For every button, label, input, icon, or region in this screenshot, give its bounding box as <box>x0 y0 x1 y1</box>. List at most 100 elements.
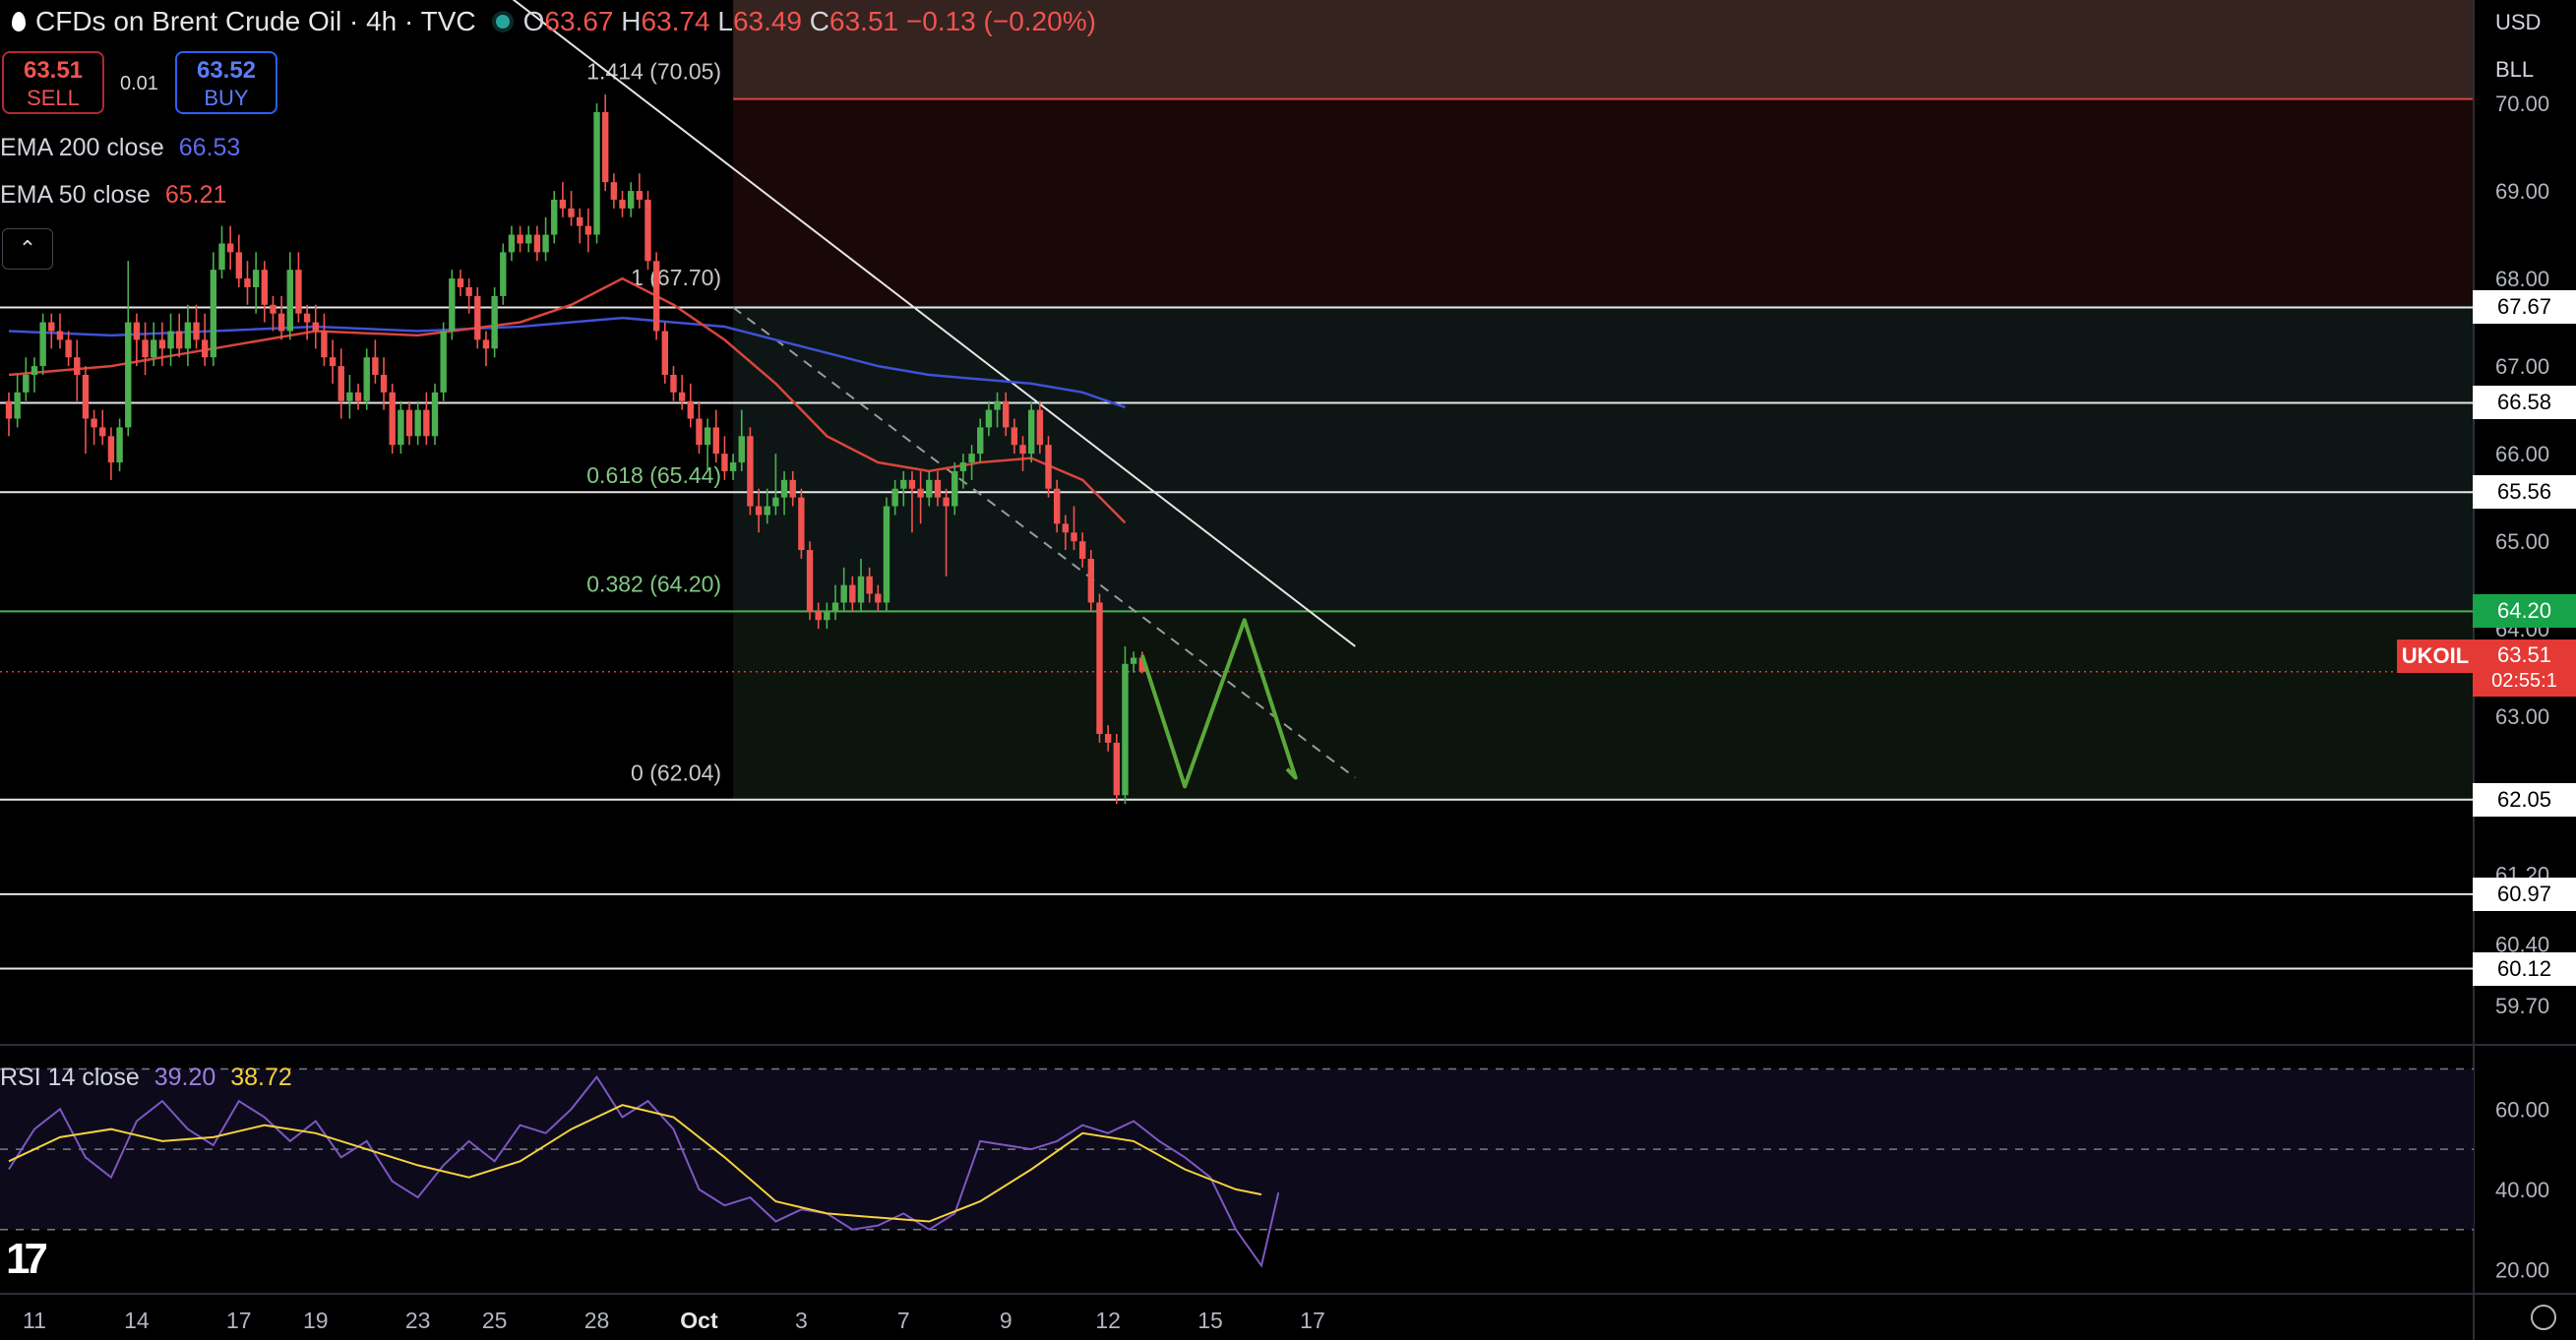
candle-body <box>857 576 865 603</box>
candle-body <box>1003 400 1010 428</box>
rsi-tick-label: 20.00 <box>2495 1258 2549 1283</box>
candle-body <box>74 357 81 376</box>
time-tick-label: 19 <box>303 1308 329 1333</box>
candle-body <box>389 392 396 446</box>
settings-gear-icon[interactable] <box>2531 1305 2556 1330</box>
candle-body <box>1104 733 1112 743</box>
ema200-legend[interactable]: EMA 200 close 66.53 <box>0 134 240 162</box>
candle-body <box>48 322 55 332</box>
candle-body <box>116 427 123 463</box>
candle-body <box>849 584 856 603</box>
buy-price: 63.52 <box>196 57 257 84</box>
candle-body <box>780 479 788 498</box>
fib-zone-top <box>733 0 2474 99</box>
candle-body <box>405 409 413 437</box>
candle-body <box>875 593 882 603</box>
candle-body <box>968 454 975 463</box>
oil-drop-icon <box>12 12 26 31</box>
candle-body <box>747 436 754 507</box>
fib-label: 0.618 (65.44) <box>586 462 721 488</box>
candle-body <box>329 357 337 367</box>
fib-zone-1414 <box>733 98 2474 305</box>
rsi-tick-label: 40.00 <box>2495 1178 2549 1202</box>
last-price-tag: 63.51 02:55:1 <box>2473 640 2576 697</box>
symbol-title[interactable]: CFDs on Brent Crude Oil · 4h · TVC <box>35 6 476 36</box>
tradingview-logo[interactable]: 17 <box>6 1235 48 1283</box>
candle-body <box>661 331 669 376</box>
candle-body <box>1011 427 1018 446</box>
candle-body <box>431 392 439 437</box>
candle-body <box>636 191 644 200</box>
candle-body <box>235 252 243 279</box>
candle-body <box>815 611 822 621</box>
market-open-icon <box>495 15 510 29</box>
candle-body <box>584 225 592 235</box>
candle-body <box>474 295 481 340</box>
candle-body <box>423 409 430 437</box>
candle-body <box>542 234 549 253</box>
candle-body <box>261 270 268 305</box>
candle-body <box>806 550 814 612</box>
ema50-legend[interactable]: EMA 50 close 65.21 <box>0 181 226 210</box>
candle-body <box>23 375 30 393</box>
candle-body <box>176 331 183 349</box>
unit-label[interactable]: BLL <box>2495 57 2535 82</box>
candle-body <box>398 409 404 446</box>
candle-body <box>321 331 328 358</box>
fib-label: 1.414 (70.05) <box>586 59 721 85</box>
fib-label: 0 (62.04) <box>631 761 721 786</box>
sell-price: 63.51 <box>23 57 84 84</box>
time-tick-label: 7 <box>897 1308 910 1333</box>
candle-body <box>465 286 472 296</box>
candle-body <box>372 357 379 376</box>
candle-body <box>167 331 174 349</box>
candle-body <box>1113 742 1120 796</box>
candle-body <box>517 234 523 244</box>
candle-body <box>883 506 890 603</box>
downtrend-line <box>512 0 1356 647</box>
candle-body <box>798 497 805 551</box>
fib-label: 0.382 (64.20) <box>586 571 721 596</box>
buy-button[interactable]: 63.52 BUY <box>175 51 277 114</box>
candle-body <box>1045 445 1052 489</box>
sell-label: SELL <box>27 86 80 110</box>
candle-body <box>1138 657 1145 672</box>
candle-body <box>619 199 626 209</box>
candle-body <box>627 191 635 209</box>
currency-label[interactable]: USD <box>2495 10 2542 34</box>
price-tick-label: 65.00 <box>2495 529 2549 554</box>
candle-body <box>346 392 353 401</box>
candle-body <box>56 331 64 340</box>
rsi-ma-value: 38.72 <box>230 1064 292 1091</box>
candle-body <box>568 208 575 217</box>
time-tick-label: 28 <box>584 1308 610 1333</box>
price-tick-label: 69.00 <box>2495 179 2549 204</box>
candle-body <box>994 400 1001 410</box>
price-tick-label: 70.00 <box>2495 91 2549 116</box>
ema200-label: EMA 200 close <box>0 134 164 161</box>
level-price-tag: 60.12 <box>2473 951 2576 986</box>
candle-body <box>244 278 251 287</box>
candle-body <box>303 313 311 323</box>
fib-zone-0382-0 <box>733 611 2474 801</box>
candle-body <box>277 313 285 332</box>
candle-body <box>934 479 942 498</box>
candle-body <box>610 182 618 200</box>
sell-button[interactable]: 63.51 SELL <box>2 51 104 114</box>
candle-body <box>577 216 583 226</box>
bar-countdown: 02:55:1 <box>2491 670 2557 692</box>
collapse-legend-button[interactable]: ⌃ <box>2 228 53 270</box>
candle-body <box>440 331 447 393</box>
candle-body <box>286 270 293 332</box>
candle-body <box>977 427 984 455</box>
candle-body <box>900 479 907 489</box>
candle-body <box>158 339 166 349</box>
candle-body <box>449 278 456 332</box>
candle-body <box>729 462 737 471</box>
candle-body <box>1087 558 1095 603</box>
ohlc-values: O63.67 H63.74 L63.49 C63.51 −0.13 (−0.20… <box>522 6 1096 36</box>
rsi-legend[interactable]: RSI 14 close 39.20 38.72 <box>0 1064 292 1092</box>
candle-body <box>91 418 97 428</box>
candle-body <box>652 261 660 332</box>
